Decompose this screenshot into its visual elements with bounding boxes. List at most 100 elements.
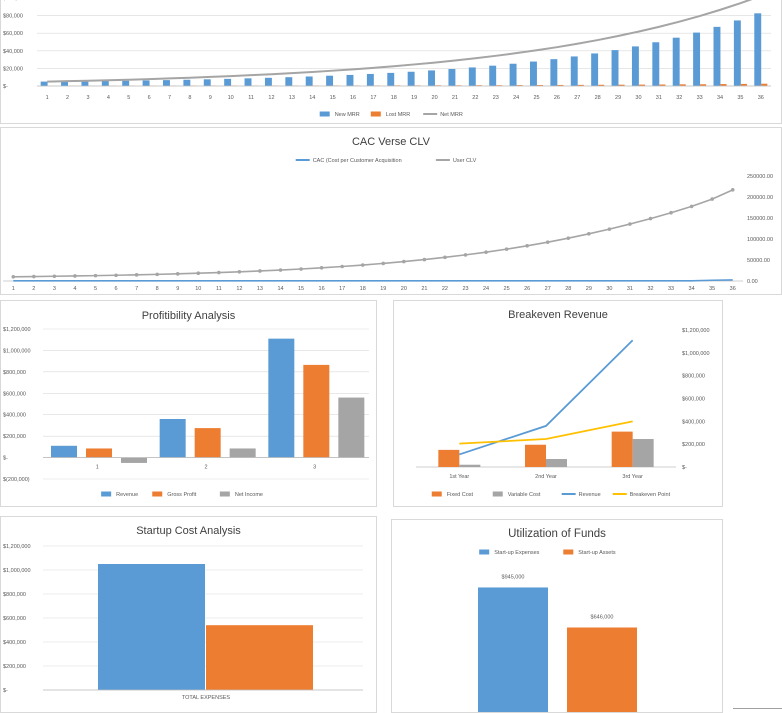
clv-point — [525, 244, 529, 248]
mrr-bar-lost — [598, 84, 605, 86]
startup-y-tick-1: $200,000 — [3, 664, 26, 670]
cac-x-tick: 21 — [421, 286, 427, 292]
breakeven-chart-title: Breakeven Revenue — [508, 309, 608, 321]
funds-bar-startup-assets — [567, 627, 637, 712]
mrr-bar-lost — [516, 85, 523, 86]
cac-x-tick: 10 — [195, 286, 201, 292]
cac-y-tick-3: 150000.00 — [747, 216, 773, 222]
breakeven-y-tick-1: $200,000 — [682, 442, 705, 448]
mrr-bar-lost — [557, 84, 564, 86]
breakeven-y-tick-6: $1,200,000 — [682, 328, 710, 334]
clv-point — [648, 216, 653, 221]
mrr-bar-new — [142, 80, 150, 86]
utilization-funds-chart-panel: Utilization of Funds $945,000 $646,000 Sta… — [391, 519, 723, 713]
mrr-x-tick: 10 — [228, 95, 234, 101]
breakeven-y-tick-2: $400,000 — [682, 419, 705, 425]
startup-y-tick-5: $1,000,000 — [3, 568, 31, 574]
profitability-chart: $(200,000) $- $200,000 $400,000 $600,000 $800… — [3, 327, 369, 498]
mrr-bar-new — [509, 63, 517, 86]
breakeven-legend-swatch-1 — [492, 491, 503, 497]
mrr-bar-new — [428, 70, 435, 86]
breakeven-bar-variable-cost — [546, 459, 567, 467]
funds-legend-swatch-0 — [479, 549, 490, 555]
startup-x-tick: TOTAL EXPENSES — [182, 695, 231, 701]
mrr-x-tick: 1 — [46, 95, 49, 101]
mrr-x-tick: 5 — [127, 95, 130, 101]
breakeven-x-tick: 2nd Year — [535, 474, 557, 480]
mrr-x-tick: 19 — [411, 95, 417, 101]
clv-point — [134, 273, 139, 277]
mrr-x-tick: 16 — [350, 95, 356, 101]
clv-point — [52, 274, 57, 279]
cac-y-tick-0: 0.00 — [747, 279, 758, 285]
mrr-bar-new — [40, 81, 48, 86]
clv-point — [340, 264, 344, 269]
funds-legend-label-1: Start-up Assets — [578, 550, 616, 556]
cac-x-tick: 18 — [360, 286, 366, 292]
mrr-bar-new — [122, 80, 130, 86]
mrr-y-tick-0: $- — [3, 84, 8, 90]
mrr-bar-new — [489, 65, 497, 86]
mrr-x-tick: 24 — [513, 95, 519, 101]
cac-x-tick: 4 — [73, 286, 76, 292]
mrr-x-tick: 28 — [595, 95, 601, 101]
breakeven-chart-panel: Breakeven Revenue $- $200,000 $400,000 $600… — [393, 300, 723, 507]
profit-legend-label-0: Revenue — [116, 492, 138, 498]
mrr-x-tick: 4 — [107, 95, 110, 101]
breakeven-legend-label-3: Breakeven Point — [630, 492, 671, 498]
cac-legend-label-1: User CLV — [453, 158, 477, 164]
breakeven-y-tick-3: $600,000 — [682, 397, 705, 403]
clv-point — [730, 188, 735, 192]
profit-x-tick: 2 — [204, 465, 207, 471]
breakeven-bar-fixed-cost — [611, 431, 633, 467]
profit-legend-label-1: Gross Profit — [167, 492, 197, 498]
mrr-bar-new — [407, 71, 415, 86]
profit-bar-net-income — [229, 448, 256, 458]
mrr-bar-new — [366, 73, 374, 86]
mrr-bar-new — [285, 77, 293, 86]
breakeven-bar-fixed-cost — [525, 444, 546, 467]
mrr-bar-new — [652, 42, 660, 86]
breakeven-bar-fixed-cost — [438, 449, 460, 467]
startup-cost-chart-title: Startup Cost Analysis — [136, 525, 241, 537]
clv-point — [114, 273, 118, 278]
cac-x-tick: 6 — [115, 286, 118, 292]
mrr-bar-lost — [618, 84, 625, 86]
clv-point — [237, 270, 242, 274]
clv-point — [607, 227, 612, 231]
mrr-bar-new — [570, 56, 578, 86]
cac-clv-chart-panel: CAC Verse CLV 0.00 50000.00 100000.00 15000… — [0, 127, 782, 295]
cac-legend-label-0: CAC (Cost per Customer Acquisition — [313, 158, 402, 164]
breakeven-legend-label-2: Revenue — [579, 492, 601, 498]
clv-point — [360, 263, 365, 267]
startup-y-tick-2: $400,000 — [3, 640, 26, 646]
breakeven-y-tick-4: $800,000 — [682, 374, 705, 380]
mrr-legend-label-2: Net MRR — [440, 112, 463, 118]
cac-y-tick-4: 200000.00 — [747, 195, 773, 201]
profitability-chart-panel: Profitibility Analysis $(200,000) $- $200,… — [0, 300, 377, 507]
mrr-x-tick: 2 — [66, 95, 69, 101]
cac-x-tick: 29 — [586, 286, 592, 292]
cac-x-tick: 20 — [401, 286, 407, 292]
clv-point — [217, 270, 221, 275]
mrr-x-tick: 33 — [697, 95, 703, 101]
cac-x-tick: 24 — [483, 286, 489, 292]
clv-point — [628, 222, 632, 226]
clv-point — [93, 273, 98, 278]
cac-x-tick: 7 — [135, 286, 138, 292]
cac-x-tick: 19 — [380, 286, 386, 292]
clv-point — [11, 275, 16, 279]
mrr-bar-new — [448, 69, 456, 86]
cac-y-tick-5: 250000.00 — [747, 174, 773, 180]
clv-point — [710, 197, 714, 201]
cac-x-tick: 9 — [176, 286, 179, 292]
funds-bar-startup-expenses — [478, 587, 548, 712]
mrr-x-tick: 17 — [370, 95, 376, 101]
profit-bar-net-income — [338, 397, 365, 458]
mrr-bar-new — [733, 20, 741, 86]
cac-x-tick: 22 — [442, 286, 448, 292]
breakeven-point-line — [459, 420, 633, 445]
cac-line — [13, 279, 733, 282]
cac-x-tick: 12 — [236, 286, 242, 292]
breakeven-revenue-line — [459, 339, 634, 456]
